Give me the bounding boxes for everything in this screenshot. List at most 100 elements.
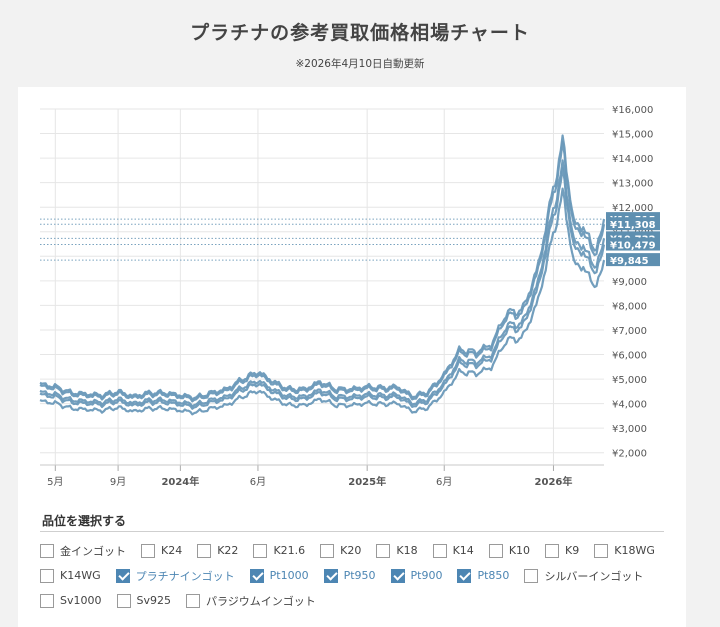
grade-option[interactable]: シルバーインゴット [524,568,643,584]
grade-option[interactable]: K18 [376,543,418,558]
series-line [39,134,606,401]
checkbox-checked-icon[interactable] [390,568,405,583]
grade-option[interactable]: プラチナインゴット [115,568,235,584]
latest-value-label: ¥9,845 [606,253,660,267]
grade-option-label: パラジウムインゴット [206,594,316,608]
grade-option[interactable]: K14 [432,543,474,558]
selector-divider [40,531,664,532]
grade-options: 金インゴット K24 K22 K21.6 K20 K18 K14 K10 K9 K18WG K14W… [40,538,680,613]
checkbox-icon[interactable] [186,593,200,608]
series-line [39,159,606,408]
grade-option-label: Pt900 [410,569,443,582]
y-tick-label: ¥8,000 [612,301,647,312]
checkbox-icon[interactable] [432,543,447,558]
checkbox-icon[interactable] [116,593,131,608]
x-tick-label: 2026年 [535,475,573,488]
checkbox-checked-icon[interactable] [457,568,472,583]
option-row: K14WG プラチナインゴット Pt1000 Pt950 Pt900 Pt850 シルバーイ… [40,563,680,588]
y-tick-label: ¥12,000 [612,203,653,214]
grade-option[interactable]: K14WG [40,568,101,583]
y-tick-label: ¥16,000 [612,105,653,116]
grade-option-label: K21.6 [273,544,306,557]
grade-option-label: シルバーインゴット [544,569,644,583]
y-tick-label: ¥14,000 [612,154,653,165]
x-tick-label: 5月 [47,476,63,488]
grade-option-label: K22 [217,544,239,557]
latest-value-bg [606,217,660,231]
grade-option[interactable]: K21.6 [253,543,306,558]
y-tick-label: ¥4,000 [612,400,647,411]
checkbox-icon[interactable] [141,543,155,558]
grade-option-label: Pt950 [343,569,376,582]
checkbox-icon[interactable] [320,543,335,558]
checkbox-icon[interactable] [488,543,503,558]
y-tick-label: ¥9,000 [612,277,647,288]
grade-option[interactable]: K24 [141,543,183,558]
page-title: プラチナの参考買取価格相場チャート [190,22,530,44]
y-tick-label: ¥7,000 [612,326,647,337]
grade-option-label: 金インゴット [60,544,126,558]
grade-option[interactable]: K20 [320,543,362,558]
chart-card: ¥2,000 ¥3,000 ¥4,000 ¥5,000 ¥6,000 ¥7,000 ¥8,0… [18,87,686,627]
grade-option-label: Pt850 [477,569,510,582]
series-line [39,187,606,416]
latest-value-label: ¥11,308 [606,217,660,231]
checkbox-checked-icon[interactable] [249,568,264,583]
y-tick-label: ¥15,000 [612,130,653,141]
grade-option-label: K14WG [60,569,101,582]
grade-option[interactable]: Pt900 [390,568,443,583]
grade-option[interactable]: Pt1000 [249,568,309,583]
grade-option[interactable]: 金インゴット [40,543,126,559]
x-tick-label: 9月 [110,476,126,488]
grade-option-label: K9 [565,544,580,557]
x-tick-label: 2025年 [348,475,386,488]
checkbox-icon[interactable] [524,568,539,583]
update-note: ※2026年4月10日自動更新 [295,58,425,70]
checkbox-icon[interactable] [197,543,212,558]
grade-option[interactable]: K22 [197,543,239,558]
grade-option-label: K20 [340,544,362,557]
grade-option[interactable]: Pt850 [457,568,510,583]
grade-option[interactable]: パラジウムインゴット [186,593,316,609]
grade-option-label: Sv925 [136,594,172,607]
grade-option-label: Sv1000 [60,594,102,607]
grade-option-label: K18WG [614,544,655,557]
price-chart: ¥2,000 ¥3,000 ¥4,000 ¥5,000 ¥6,000 ¥7,000 ¥8,0… [39,105,660,488]
grade-option[interactable]: Pt950 [323,568,376,583]
grade-option-label: Pt1000 [269,569,309,582]
checkbox-checked-icon[interactable] [115,568,130,583]
checkbox-icon[interactable] [40,543,54,558]
y-tick-label: ¥6,000 [612,351,647,362]
latest-value-text: ¥10,479 [610,241,656,252]
series-line [39,167,606,410]
y-tick-label: ¥3,000 [612,424,647,435]
grade-option[interactable]: K18WG [594,543,655,558]
checkbox-icon[interactable] [545,543,560,558]
grade-option[interactable]: Sv1000 [40,593,102,608]
latest-value-text: ¥11,308 [610,220,656,231]
checkbox-icon[interactable] [40,593,54,608]
grade-option-label: K14 [452,544,474,557]
series-line [39,140,606,403]
checkbox-icon[interactable] [253,543,268,558]
selector-title: 品位を選択する [42,514,127,528]
latest-value-bg [606,237,660,251]
x-tick-label: 6月 [250,476,266,488]
latest-value-bg [606,253,660,267]
grade-option-label: プラチナインゴット [135,569,235,583]
y-tick-label: ¥2,000 [612,449,647,460]
grade-option-label: K24 [161,544,183,557]
checkbox-icon[interactable] [376,543,391,558]
checkbox-icon[interactable] [40,568,54,583]
latest-value-label: ¥10,479 [606,237,660,252]
grade-option[interactable]: K10 [488,543,531,558]
grade-option-label: K18 [396,544,418,557]
grade-option-label: K10 [508,544,531,557]
checkbox-icon[interactable] [594,543,609,558]
checkbox-checked-icon[interactable] [323,568,338,583]
grade-option[interactable]: Sv925 [116,593,172,608]
latest-value-text: ¥9,845 [610,256,649,267]
option-row: Sv1000 Sv925 パラジウムインゴット [40,588,680,613]
x-tick-label: 6月 [436,476,452,488]
grade-option[interactable]: K9 [545,543,580,558]
